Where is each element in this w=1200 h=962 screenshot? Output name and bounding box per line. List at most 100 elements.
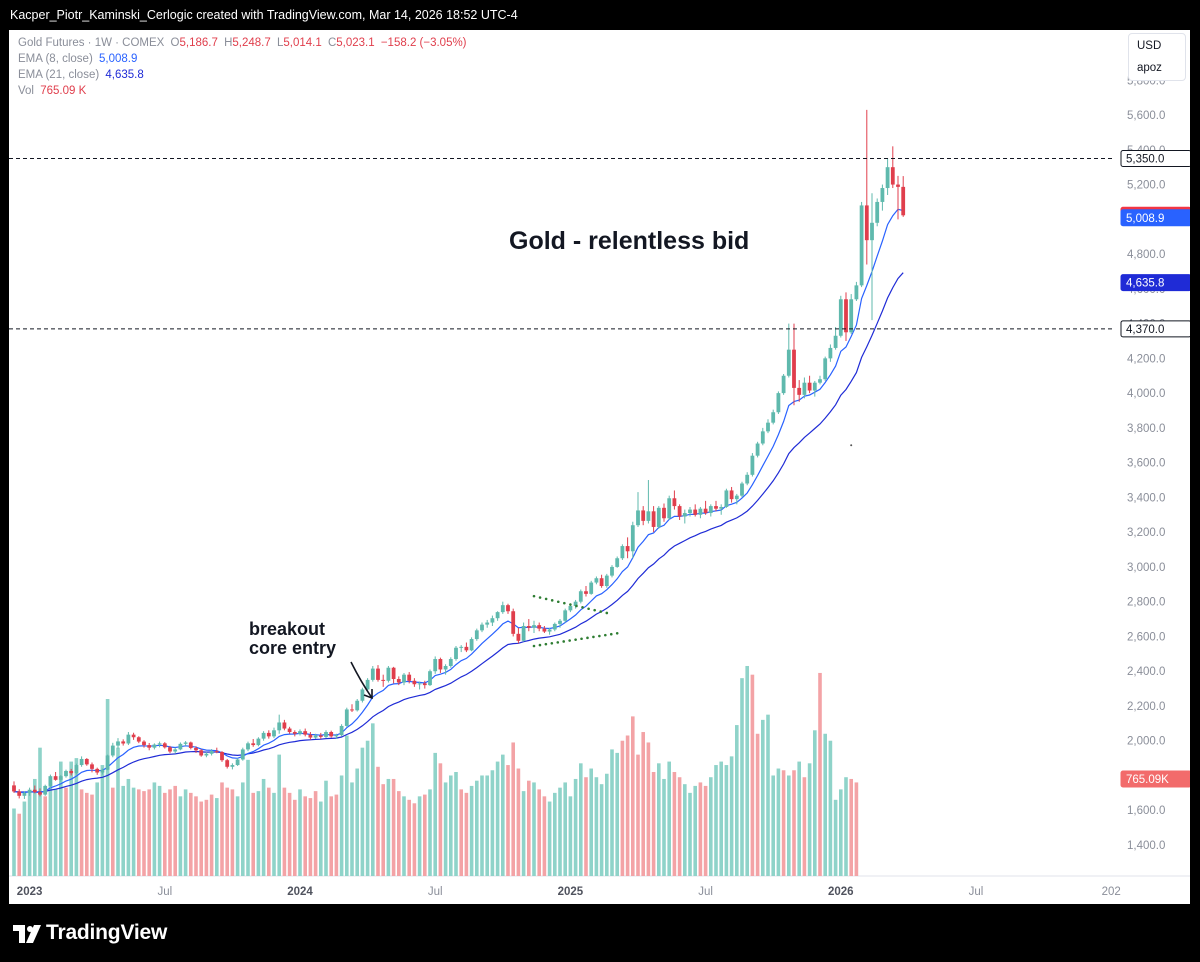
candle-body[interactable] (464, 646, 469, 651)
candle-body[interactable] (750, 455, 755, 475)
legend-ema21-row[interactable]: EMA (21, close) 4,635.8 (18, 69, 144, 81)
candle-body[interactable] (833, 335, 838, 348)
candle-body[interactable] (802, 382, 807, 395)
candle-body[interactable] (651, 511, 656, 527)
candle-body[interactable] (672, 498, 677, 507)
candle-body[interactable] (880, 188, 885, 202)
candle-body[interactable] (313, 735, 318, 738)
candle-body[interactable] (142, 741, 146, 746)
candle-body[interactable] (584, 591, 588, 594)
candle-body[interactable] (230, 765, 235, 767)
candle-body[interactable] (298, 731, 302, 734)
legend-volume-row[interactable]: Vol 765.09 K (18, 85, 86, 97)
candle-body[interactable] (537, 625, 542, 629)
candle-body[interactable] (438, 659, 443, 670)
candle-body[interactable] (22, 792, 27, 796)
candle-body[interactable] (199, 750, 204, 756)
candle-body[interactable] (792, 349, 796, 388)
candle-body[interactable] (292, 732, 297, 734)
candle-body[interactable] (454, 647, 458, 660)
candle-body[interactable] (417, 683, 422, 685)
chart-svg[interactable]: Gold - relentless bid breakout core entr… (9, 30, 1190, 904)
candle-body[interactable] (27, 789, 32, 793)
price-badge[interactable] (1120, 209, 1190, 227)
currency-label[interactable]: USD (1137, 40, 1162, 52)
candle-body[interactable] (469, 639, 474, 651)
candle-body[interactable] (240, 749, 245, 760)
candle-body[interactable] (807, 382, 812, 391)
candle-body[interactable] (667, 498, 672, 519)
candle-body[interactable] (558, 620, 562, 624)
candle-body[interactable] (729, 490, 734, 500)
candle-body[interactable] (854, 285, 859, 300)
candle-body[interactable] (105, 755, 110, 770)
candle-body[interactable] (532, 625, 536, 628)
candle-body[interactable] (157, 743, 162, 745)
level-badge[interactable] (1120, 149, 1190, 167)
candle-body[interactable] (412, 680, 417, 685)
candle-body[interactable] (682, 513, 687, 517)
ema21-line[interactable] (13, 272, 904, 793)
candle-body[interactable] (771, 412, 776, 423)
candle-body[interactable] (178, 743, 183, 750)
candle-body[interactable] (828, 347, 833, 359)
candle-body[interactable] (630, 525, 635, 552)
candle-body[interactable] (734, 495, 739, 500)
candle-body[interactable] (334, 735, 339, 737)
candle-body[interactable] (376, 668, 380, 680)
candle-body[interactable] (844, 299, 848, 333)
candle-body[interactable] (428, 671, 432, 686)
candle-body[interactable] (641, 510, 646, 521)
candle-body[interactable] (116, 741, 120, 746)
candle-body[interactable] (864, 205, 869, 241)
candle-body[interactable] (95, 768, 100, 773)
candle-body[interactable] (896, 184, 900, 187)
candle-body[interactable] (287, 728, 292, 733)
candle-body[interactable] (719, 506, 724, 509)
candle-body[interactable] (251, 743, 256, 746)
candle-body[interactable] (688, 509, 692, 514)
legend-ema8-row[interactable]: EMA (8, close) 5,008.9 (18, 53, 137, 65)
candle-body[interactable] (578, 591, 583, 602)
candle-body[interactable] (69, 770, 74, 774)
candle-body[interactable] (43, 785, 48, 795)
candle-body[interactable] (17, 791, 22, 796)
price-badge[interactable] (1120, 274, 1190, 292)
candle-body[interactable] (324, 732, 328, 737)
candle-body[interactable] (610, 566, 614, 576)
candle-body[interactable] (74, 765, 79, 774)
candle-body[interactable] (194, 748, 198, 751)
candle-body[interactable] (745, 474, 750, 484)
candle-body[interactable] (786, 349, 791, 376)
candle-body[interactable] (703, 508, 708, 514)
candle-body[interactable] (12, 785, 16, 792)
candle-body[interactable] (511, 611, 516, 634)
candle-body[interactable] (318, 735, 323, 737)
candle-body[interactable] (776, 393, 781, 413)
candle-body[interactable] (490, 618, 495, 623)
candle-body[interactable] (266, 732, 271, 737)
level-badge[interactable] (1120, 320, 1190, 338)
candle-body[interactable] (485, 622, 490, 625)
candle-body[interactable] (204, 753, 209, 756)
candle-body[interactable] (875, 201, 880, 223)
candle-body[interactable] (38, 792, 42, 795)
candle-body[interactable] (126, 734, 131, 744)
candle-body[interactable] (272, 730, 276, 737)
candle-body[interactable] (646, 511, 651, 521)
candle-body[interactable] (547, 629, 552, 632)
unit-label[interactable]: apoz (1137, 62, 1162, 74)
candle-body[interactable] (339, 725, 344, 736)
candle-body[interactable] (506, 605, 510, 612)
candle-body[interactable] (838, 299, 843, 336)
candle-body[interactable] (474, 630, 479, 640)
candle-body[interactable] (526, 626, 531, 628)
candle-body[interactable] (708, 506, 713, 514)
candle-body[interactable] (277, 722, 282, 731)
candle-body[interactable] (625, 546, 630, 552)
candle-body[interactable] (552, 623, 557, 630)
candle-body[interactable] (79, 758, 84, 766)
candle-body[interactable] (136, 737, 141, 742)
candle-body[interactable] (370, 668, 375, 680)
candle-body[interactable] (698, 508, 703, 515)
